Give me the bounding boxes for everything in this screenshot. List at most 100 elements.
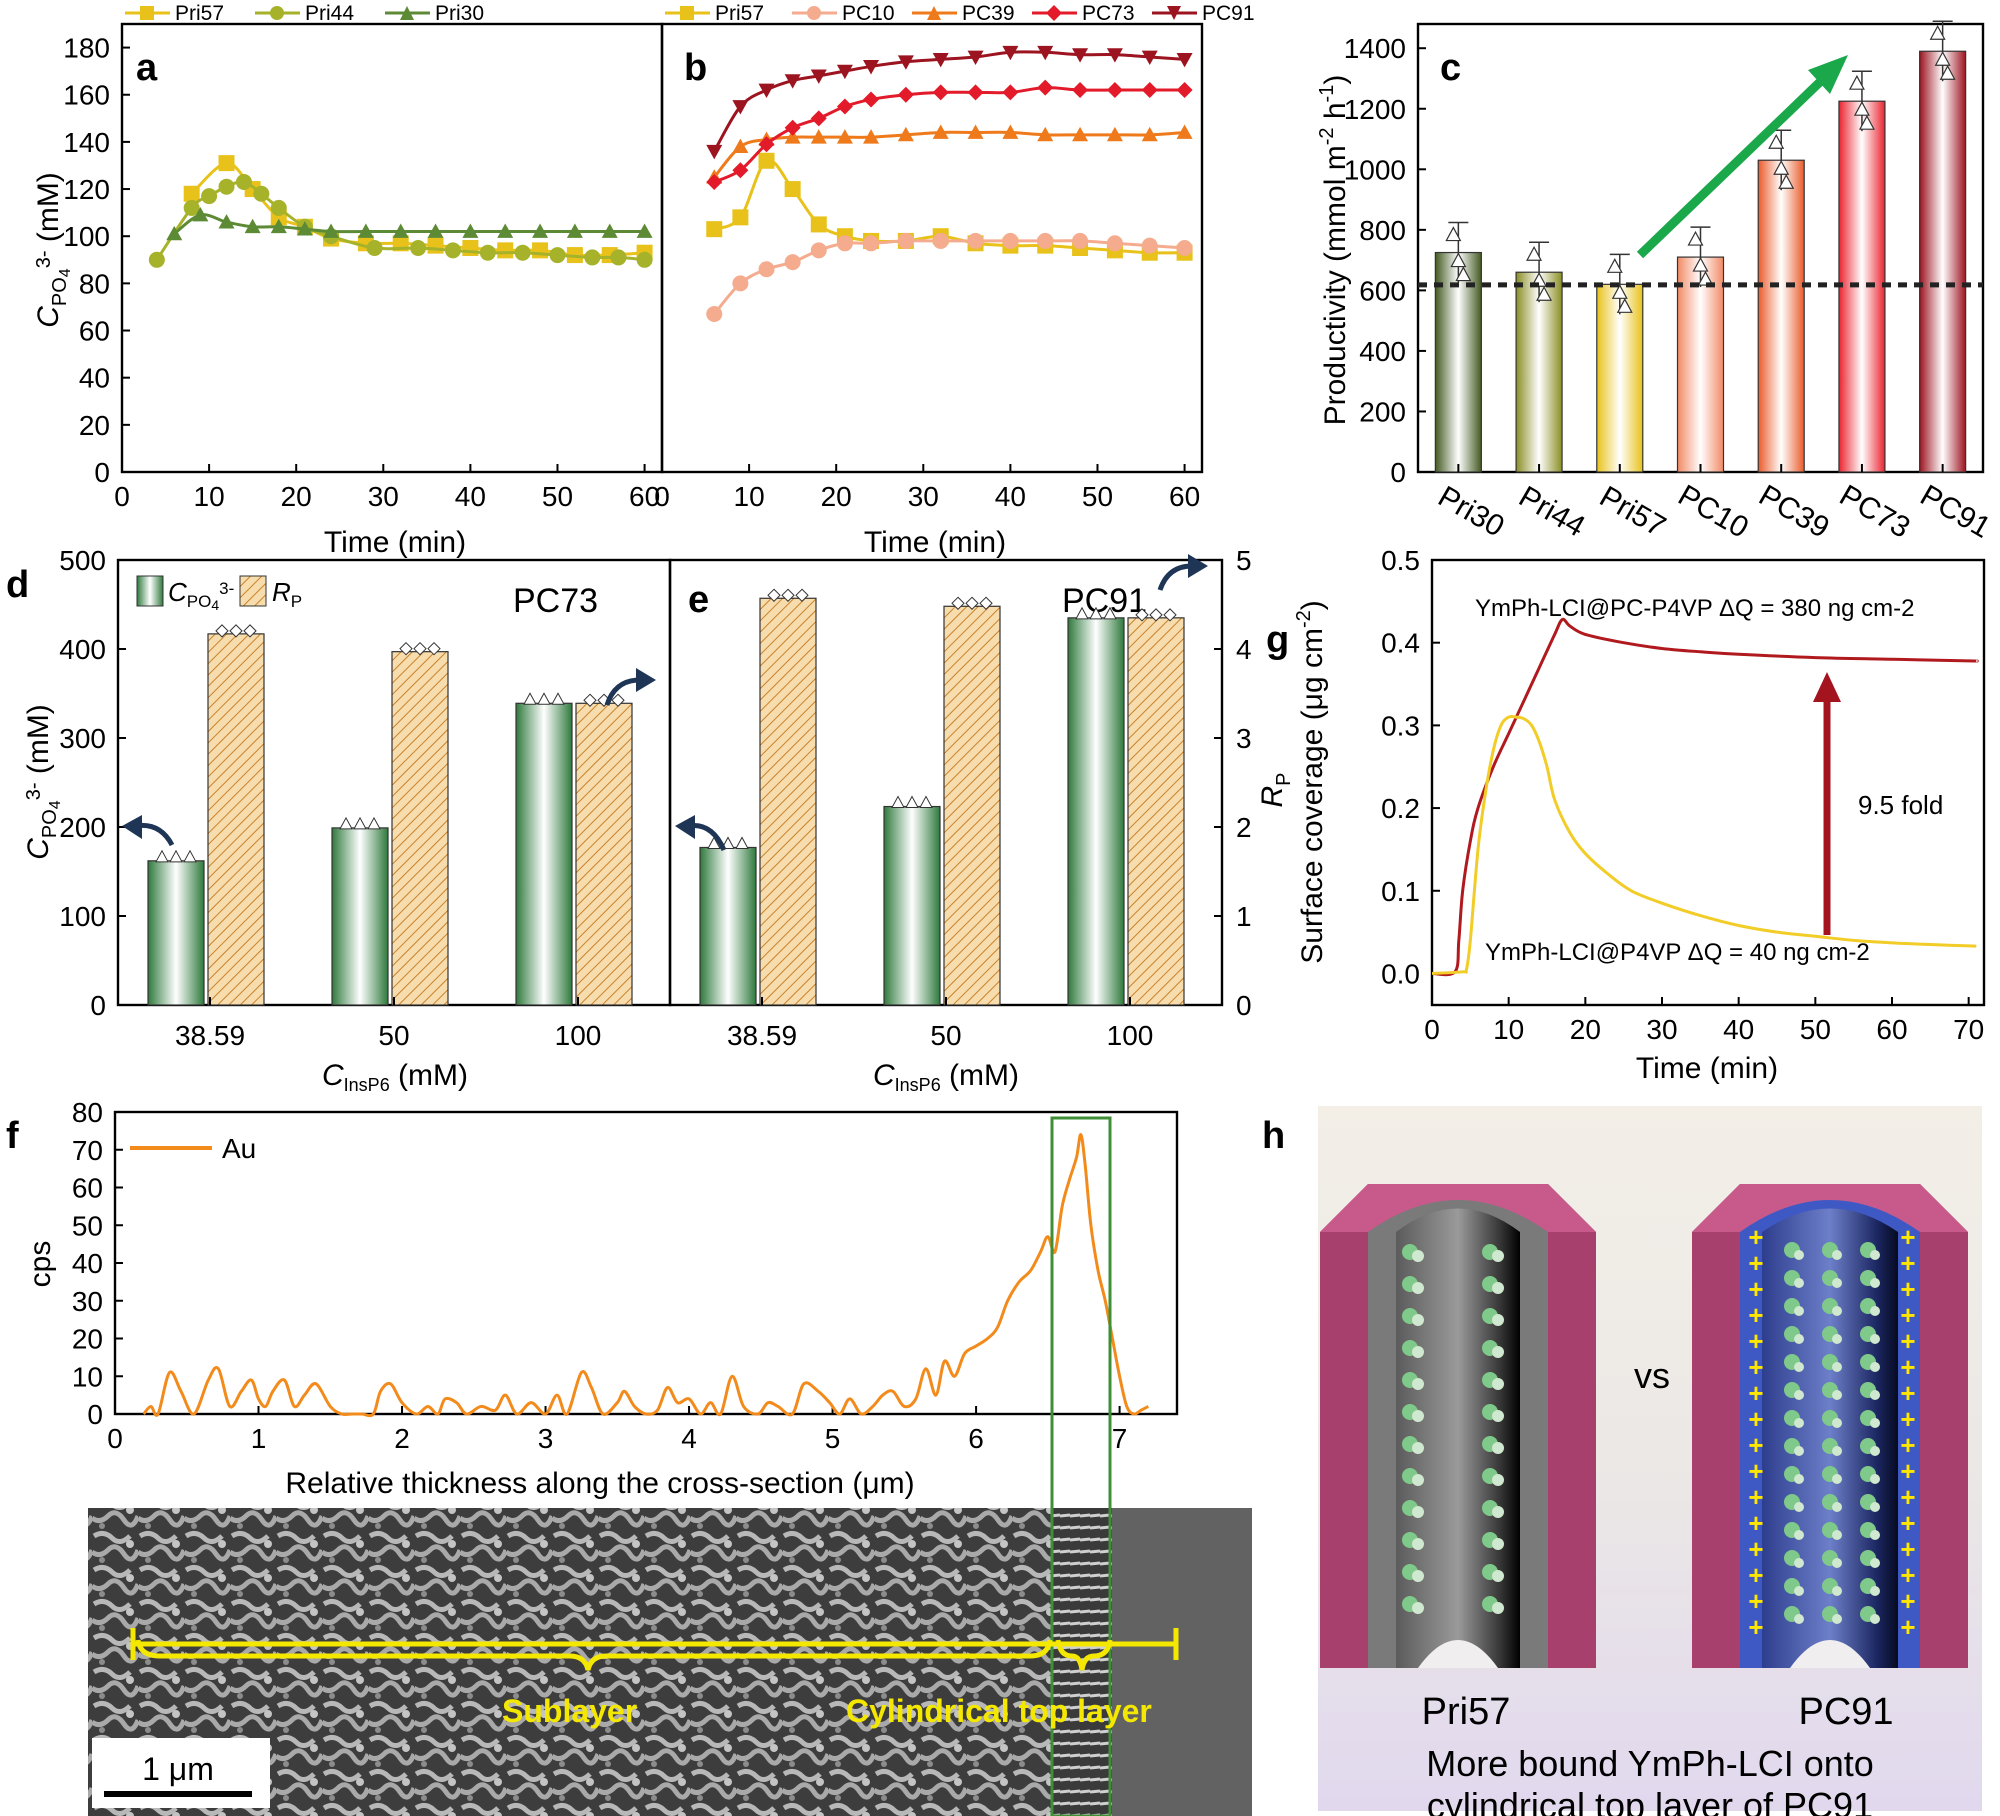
b-point-PC91-52 [1106, 48, 1123, 63]
enzyme-right-b-4-0 [1794, 1362, 1804, 1372]
plus-8-1: + [1900, 1430, 1915, 1460]
h-caption-line1: More bound YmPh-LCI onto [1426, 1743, 1874, 1784]
panel-d-title: PC73 [513, 582, 598, 620]
enzyme-right-b-11-0 [1794, 1558, 1804, 1568]
b-point-PC10-40 [1002, 232, 1019, 249]
enzyme-right-b-11-1 [1832, 1558, 1842, 1568]
b-point-PC91-60 [1176, 52, 1193, 68]
c-bar-Pri30 [1434, 251, 1482, 473]
d-bar-cpo4-50 [331, 827, 389, 1006]
enzyme-right-b-6-0 [1794, 1418, 1804, 1428]
f-x-ticklabel-4: 4 [681, 1423, 697, 1454]
panel-c-ylabel: Productivity (mmol m-2 h-1) [1316, 75, 1352, 426]
b-point-PC39-24 [863, 129, 880, 144]
annotation-g-top: YmPh-LCI@PC-P4VP ΔQ = 380 ng cm-2 [1475, 595, 1914, 622]
a-point-Pri57-40 [462, 240, 479, 256]
a-point-Pri30-15 [244, 218, 261, 234]
b-point-PC73-12 [758, 136, 775, 153]
arrow-right-d [604, 668, 656, 706]
panel-d: d PC73 CPO43- RP 0 100 200 300 400 500 38.59 5… [6, 545, 672, 1095]
enzyme-right-b-13-2 [1870, 1614, 1880, 1624]
d-rep-r-38.59-2 [243, 624, 257, 638]
a-point-Pri57-48 [532, 242, 549, 259]
panel-c: c 0 200 400 600 800 1000 1200 1400 Productivity… [1316, 20, 1996, 545]
panel-b-frame [660, 22, 1204, 474]
b-point-PC10-21 [836, 235, 853, 252]
panel-g-ylabel: Surface coverage (μg cm-2) [1293, 600, 1329, 964]
a-x-ticklabel-10: 10 [194, 481, 225, 512]
panel-d-label: d [6, 564, 29, 606]
c-y-ticklabel-400: 400 [1359, 336, 1406, 367]
plus-1-1: + [1900, 1248, 1915, 1278]
b-point-Pri57-12 [758, 152, 775, 169]
enzyme-right-b-0-2 [1870, 1250, 1880, 1260]
enzyme-right-b-1-2 [1870, 1278, 1880, 1288]
enzyme-left-b-10-1 [1492, 1570, 1504, 1582]
e-rep-r-100-1 [1149, 608, 1163, 622]
plus-12-1: + [1900, 1534, 1915, 1564]
e-rep-r-50-2 [979, 596, 993, 610]
enzyme-left-b-7-1 [1492, 1474, 1504, 1486]
enzyme-left-b-8-1 [1492, 1506, 1504, 1518]
plus-3-0: + [1748, 1300, 1763, 1330]
f-x-ticklabel-2: 2 [394, 1423, 410, 1454]
legend-au: Au [222, 1133, 256, 1164]
c-y-ticklabel-800: 800 [1359, 215, 1406, 246]
plus-2-0: + [1748, 1274, 1763, 1304]
panel-f-frame [113, 1110, 1179, 1416]
f-y-ticklabel-0: 0 [87, 1399, 103, 1430]
b-point-PC10-9 [732, 275, 749, 292]
g-line-0 [1431, 617, 1979, 977]
a-x-ticklabel-30: 30 [368, 481, 399, 512]
b-point-PC91-6 [706, 144, 723, 160]
b-point-PC91-9 [732, 100, 749, 115]
a-point-Pri44-10 [201, 188, 218, 205]
c-rep-PC39-2 [1778, 173, 1795, 189]
c-rep-Pri44-2 [1536, 285, 1553, 301]
g-x-ticklabel-50: 50 [1800, 1014, 1831, 1045]
a-point-Pri44-29 [366, 240, 383, 256]
e-y2-ticklabel-4: 4 [1236, 634, 1252, 665]
b-point-PC73-18 [810, 110, 827, 127]
panel-e-label: e [688, 579, 709, 621]
c-ticklabel-PC73: PC73 [1834, 479, 1915, 545]
enzyme-right-b-12-2 [1870, 1586, 1880, 1596]
c-rep-Pri57-0 [1606, 258, 1623, 273]
c-ticklabel-PC39: PC39 [1753, 479, 1834, 545]
a-y-ticklabel-140: 140 [63, 127, 110, 158]
enzyme-left-b-6-1 [1492, 1442, 1504, 1454]
d-bar-cpo4-100 [515, 702, 573, 1006]
panel-h: h + ++ ++ ++ ++ ++ ++ ++ ++ ++ ++ ++ ++ ++ ++ ++ + Pri57… [1262, 1106, 1982, 1816]
b-point-PC10-15 [784, 254, 801, 271]
panel-d-xlabel: CInsP6 (mM) [322, 1059, 468, 1095]
b-point-PC10-36 [967, 232, 984, 249]
d-rep-c-38.59-1 [169, 849, 183, 863]
c-rep-PC91-2 [1939, 64, 1956, 80]
fold-label: 9.5 fold [1858, 790, 1943, 820]
sublayer-bracket [130, 1628, 1179, 1671]
g-x-ticklabel-10: 10 [1493, 1014, 1524, 1045]
f-line-au [142, 1133, 1149, 1418]
b-point-PC39-36 [967, 124, 984, 139]
enzyme-right-b-2-2 [1870, 1306, 1880, 1316]
enzyme-right-b-12-1 [1832, 1586, 1842, 1596]
e-y2-ticklabel-0: 0 [1236, 990, 1252, 1021]
b-point-PC39-40 [1002, 124, 1019, 139]
d-ticklabel-50: 50 [378, 1020, 409, 1051]
plus-5-0: + [1748, 1352, 1763, 1382]
a-point-Pri30-44 [497, 223, 514, 238]
f-x-ticklabel-6: 6 [968, 1423, 984, 1454]
e-rep-c-100-1 [1089, 606, 1103, 620]
panel-g-label: g [1266, 619, 1289, 661]
c-y-ticklabel-600: 600 [1359, 275, 1406, 306]
f-y-ticklabel-10: 10 [72, 1361, 103, 1392]
b-point-PC73-44 [1037, 79, 1054, 96]
a-point-Pri44-38 [444, 242, 461, 259]
a-point-Pri30-9 [192, 206, 209, 222]
d-rep-c-100-2 [551, 692, 565, 705]
b-point-PC73-28 [897, 86, 914, 103]
b-point-PC39-56 [1141, 126, 1158, 142]
e-ticklabel-50: 50 [930, 1020, 961, 1051]
enzyme-right-b-6-1 [1832, 1418, 1842, 1428]
